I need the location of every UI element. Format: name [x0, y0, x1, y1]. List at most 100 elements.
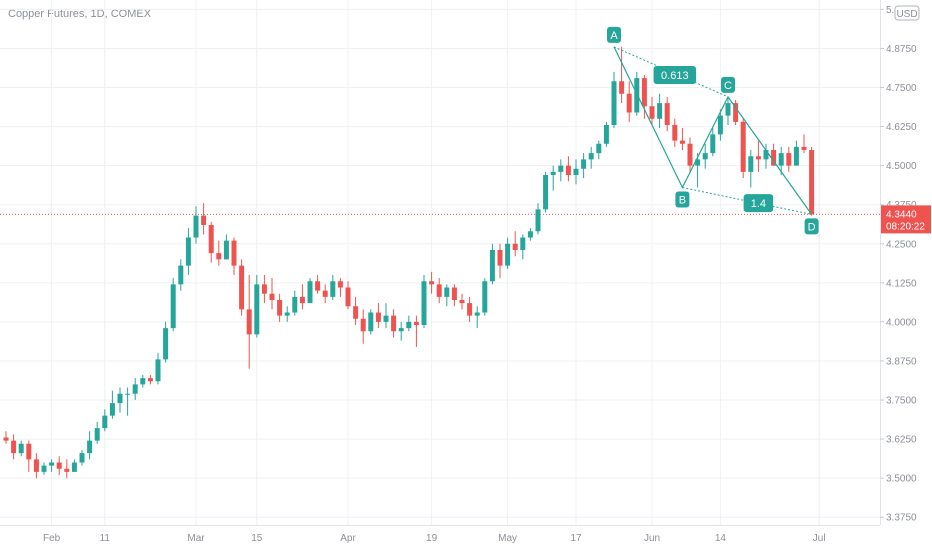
- pattern-point-label: A: [610, 30, 618, 42]
- candle: [809, 146, 815, 216]
- candle-body: [337, 281, 343, 288]
- y-tick-label: 4.2500: [886, 239, 917, 250]
- candle-body: [611, 81, 617, 125]
- candle-body: [725, 103, 731, 116]
- candle: [246, 275, 252, 369]
- candle: [527, 228, 533, 241]
- candle-body: [345, 287, 351, 307]
- candle-body: [687, 143, 693, 166]
- candle-body: [11, 440, 17, 454]
- pattern-ratio-badge: [653, 66, 697, 84]
- candle-body: [33, 459, 39, 472]
- candle-body: [71, 462, 77, 472]
- candle: [702, 143, 708, 169]
- candle-body: [581, 159, 587, 169]
- candle-body: [527, 231, 533, 238]
- candle-body: [178, 265, 184, 285]
- candle: [793, 140, 799, 166]
- candle-body: [444, 287, 450, 297]
- candle: [406, 315, 412, 332]
- candle-body: [102, 415, 108, 429]
- candle-body: [254, 284, 260, 335]
- last-price-value: 4.3440: [886, 209, 917, 220]
- pattern-legs: [613, 46, 813, 215]
- candle: [87, 431, 93, 460]
- candle-body: [391, 315, 397, 332]
- candle-body: [702, 153, 708, 160]
- y-tick-label: 4.8750: [886, 44, 917, 55]
- candle: [672, 118, 678, 147]
- pattern-point-c: C: [721, 76, 735, 93]
- candle: [474, 306, 480, 329]
- candle: [102, 409, 108, 432]
- candle-body: [49, 462, 55, 466]
- candle: [132, 378, 138, 400]
- pattern-point-label: D: [808, 221, 816, 233]
- candle: [413, 315, 419, 347]
- candle-body: [558, 165, 564, 172]
- candle: [710, 128, 716, 157]
- candle-body: [406, 321, 412, 329]
- candle-body: [261, 284, 267, 294]
- candle: [231, 237, 237, 275]
- candle: [353, 296, 359, 325]
- candle: [543, 171, 549, 213]
- candle: [695, 153, 701, 188]
- candle-body: [520, 237, 526, 250]
- candle: [664, 96, 670, 132]
- candle-body: [512, 243, 518, 250]
- x-tick-label: 15: [251, 533, 263, 544]
- pattern-ratio-label: 1.4: [751, 198, 766, 210]
- candle-body: [26, 443, 32, 460]
- candle: [717, 109, 723, 141]
- candle-body: [284, 312, 290, 316]
- candle: [41, 462, 47, 475]
- candle-body: [763, 150, 769, 160]
- candle-body: [748, 156, 754, 172]
- candle-body: [208, 225, 214, 254]
- candle-body: [809, 150, 815, 215]
- candle: [801, 134, 807, 154]
- candle: [398, 321, 404, 341]
- x-tick-label: 11: [100, 533, 111, 544]
- last-price-tag-box: [881, 205, 931, 234]
- candle-body: [87, 440, 93, 454]
- candle-body: [626, 93, 632, 113]
- candle: [489, 243, 495, 285]
- candle-body: [543, 175, 549, 210]
- x-tick-label: Apr: [340, 533, 356, 544]
- x-tick-label: Jun: [644, 533, 660, 544]
- candle-body: [657, 103, 663, 119]
- candle-body: [223, 240, 229, 260]
- candle-body: [277, 300, 283, 316]
- candle-body: [94, 428, 100, 441]
- y-tick-label: 4.7500: [886, 83, 917, 94]
- candle-body: [786, 153, 792, 166]
- candle: [512, 231, 518, 257]
- pattern-point-badge: [804, 218, 819, 235]
- candle: [763, 143, 769, 169]
- candle-body: [649, 106, 655, 119]
- candle: [322, 284, 328, 304]
- candle-body: [368, 312, 374, 332]
- candle: [79, 450, 85, 466]
- candle: [444, 284, 450, 307]
- candle-body: [733, 103, 739, 122]
- currency-badge-box: [894, 5, 920, 21]
- candle: [451, 284, 457, 307]
- candle-body: [664, 103, 670, 125]
- candle-body: [474, 312, 480, 316]
- candle: [94, 421, 100, 444]
- candle-body: [117, 393, 123, 404]
- candle: [436, 278, 442, 304]
- candle: [26, 440, 32, 472]
- candle: [421, 275, 427, 329]
- candle-body: [489, 250, 495, 282]
- candle: [748, 150, 754, 188]
- candle: [185, 228, 191, 275]
- candle-body: [79, 453, 85, 463]
- candle-body: [413, 321, 419, 325]
- candle: [239, 259, 245, 316]
